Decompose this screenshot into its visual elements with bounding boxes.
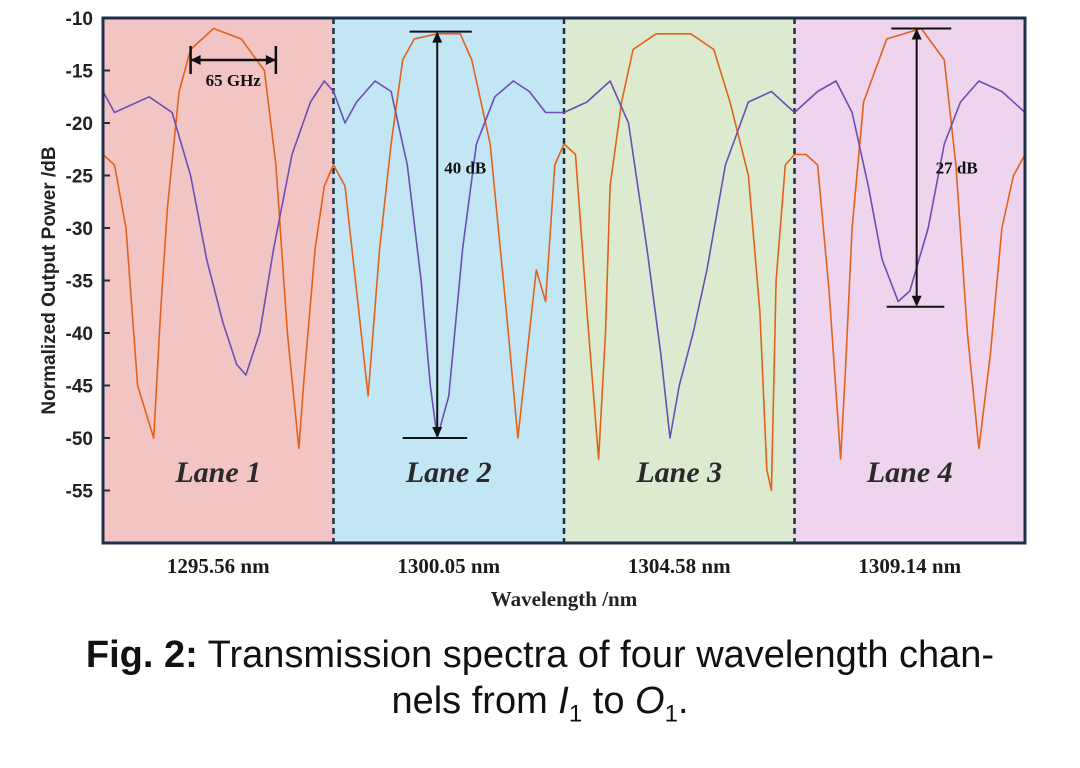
lane-3-background	[564, 18, 795, 543]
y-tick-label: -25	[66, 167, 94, 188]
caption-var-1: I	[558, 680, 569, 722]
y-tick-label: -10	[66, 9, 93, 30]
caption-text-2: nels from	[391, 680, 559, 722]
caption-prefix: Fig. 2:	[85, 634, 198, 676]
orange-spectrum-line	[102, 27, 1026, 492]
caption-text-3: to	[582, 680, 636, 722]
y-tick-label: -35	[66, 272, 94, 293]
caption-sub-1: 1	[568, 700, 583, 728]
y-tick-label: -15	[66, 62, 94, 83]
extinction-arrowhead-bottom	[432, 427, 443, 438]
y-tick-label: -40	[66, 324, 93, 345]
lane-3-label: Lane 3	[635, 456, 722, 489]
lane-2-background	[333, 18, 564, 543]
lane-1-background	[103, 18, 334, 543]
caption-text-4: .	[677, 680, 689, 722]
x-axis-title: Wavelength /nm	[491, 587, 638, 611]
x-tick-label: 1309.14 nm	[858, 554, 961, 578]
spectrum-chart: Lane 1 1295.56 nm Lane 2 1300.05 nm Lane 3 13…	[39, 9, 1027, 611]
lane-4-label: Lane 4	[866, 456, 953, 489]
y-axis-title: Normalized Output Power /dB	[39, 146, 60, 414]
x-tick-label: 1295.56 nm	[167, 554, 270, 578]
figure-caption: Fig. 2: Transmission spectra of four wav…	[0, 632, 1080, 738]
bandwidth-arrowhead-left	[190, 55, 201, 65]
caption-line-2: nels from I1 to O1.	[0, 678, 1080, 738]
purple-spectrum-line	[102, 80, 1026, 439]
x-tick-label: 1304.58 nm	[628, 554, 731, 578]
caption-line-1: Fig. 2: Transmission spectra of four wav…	[0, 632, 1080, 678]
y-tick-label: -50	[66, 429, 93, 450]
lane-4-background	[794, 18, 1025, 543]
isolation-label: 27 dB	[936, 158, 978, 177]
lane-2-label: Lane 2	[405, 456, 492, 489]
y-tick-label: -20	[66, 114, 93, 135]
extinction-label: 40 dB	[444, 158, 486, 177]
caption-text-1: Transmission spectra of four wavelength …	[197, 634, 995, 676]
bandwidth-arrowhead-right	[265, 55, 276, 65]
y-tick-label: -45	[66, 377, 94, 398]
y-tick-label: -30	[66, 219, 93, 240]
caption-sub-2: 1	[664, 700, 678, 728]
x-tick-label: 1300.05 nm	[397, 554, 500, 578]
y-tick-label: -55	[66, 482, 94, 503]
bandwidth-label: 65 GHz	[206, 71, 262, 90]
isolation-arrowhead-top	[911, 28, 922, 40]
extinction-arrowhead-top	[432, 31, 443, 43]
isolation-arrowhead-bottom	[911, 295, 922, 307]
caption-var-2: O	[635, 680, 665, 722]
lane-1-label: Lane 1	[174, 456, 261, 489]
